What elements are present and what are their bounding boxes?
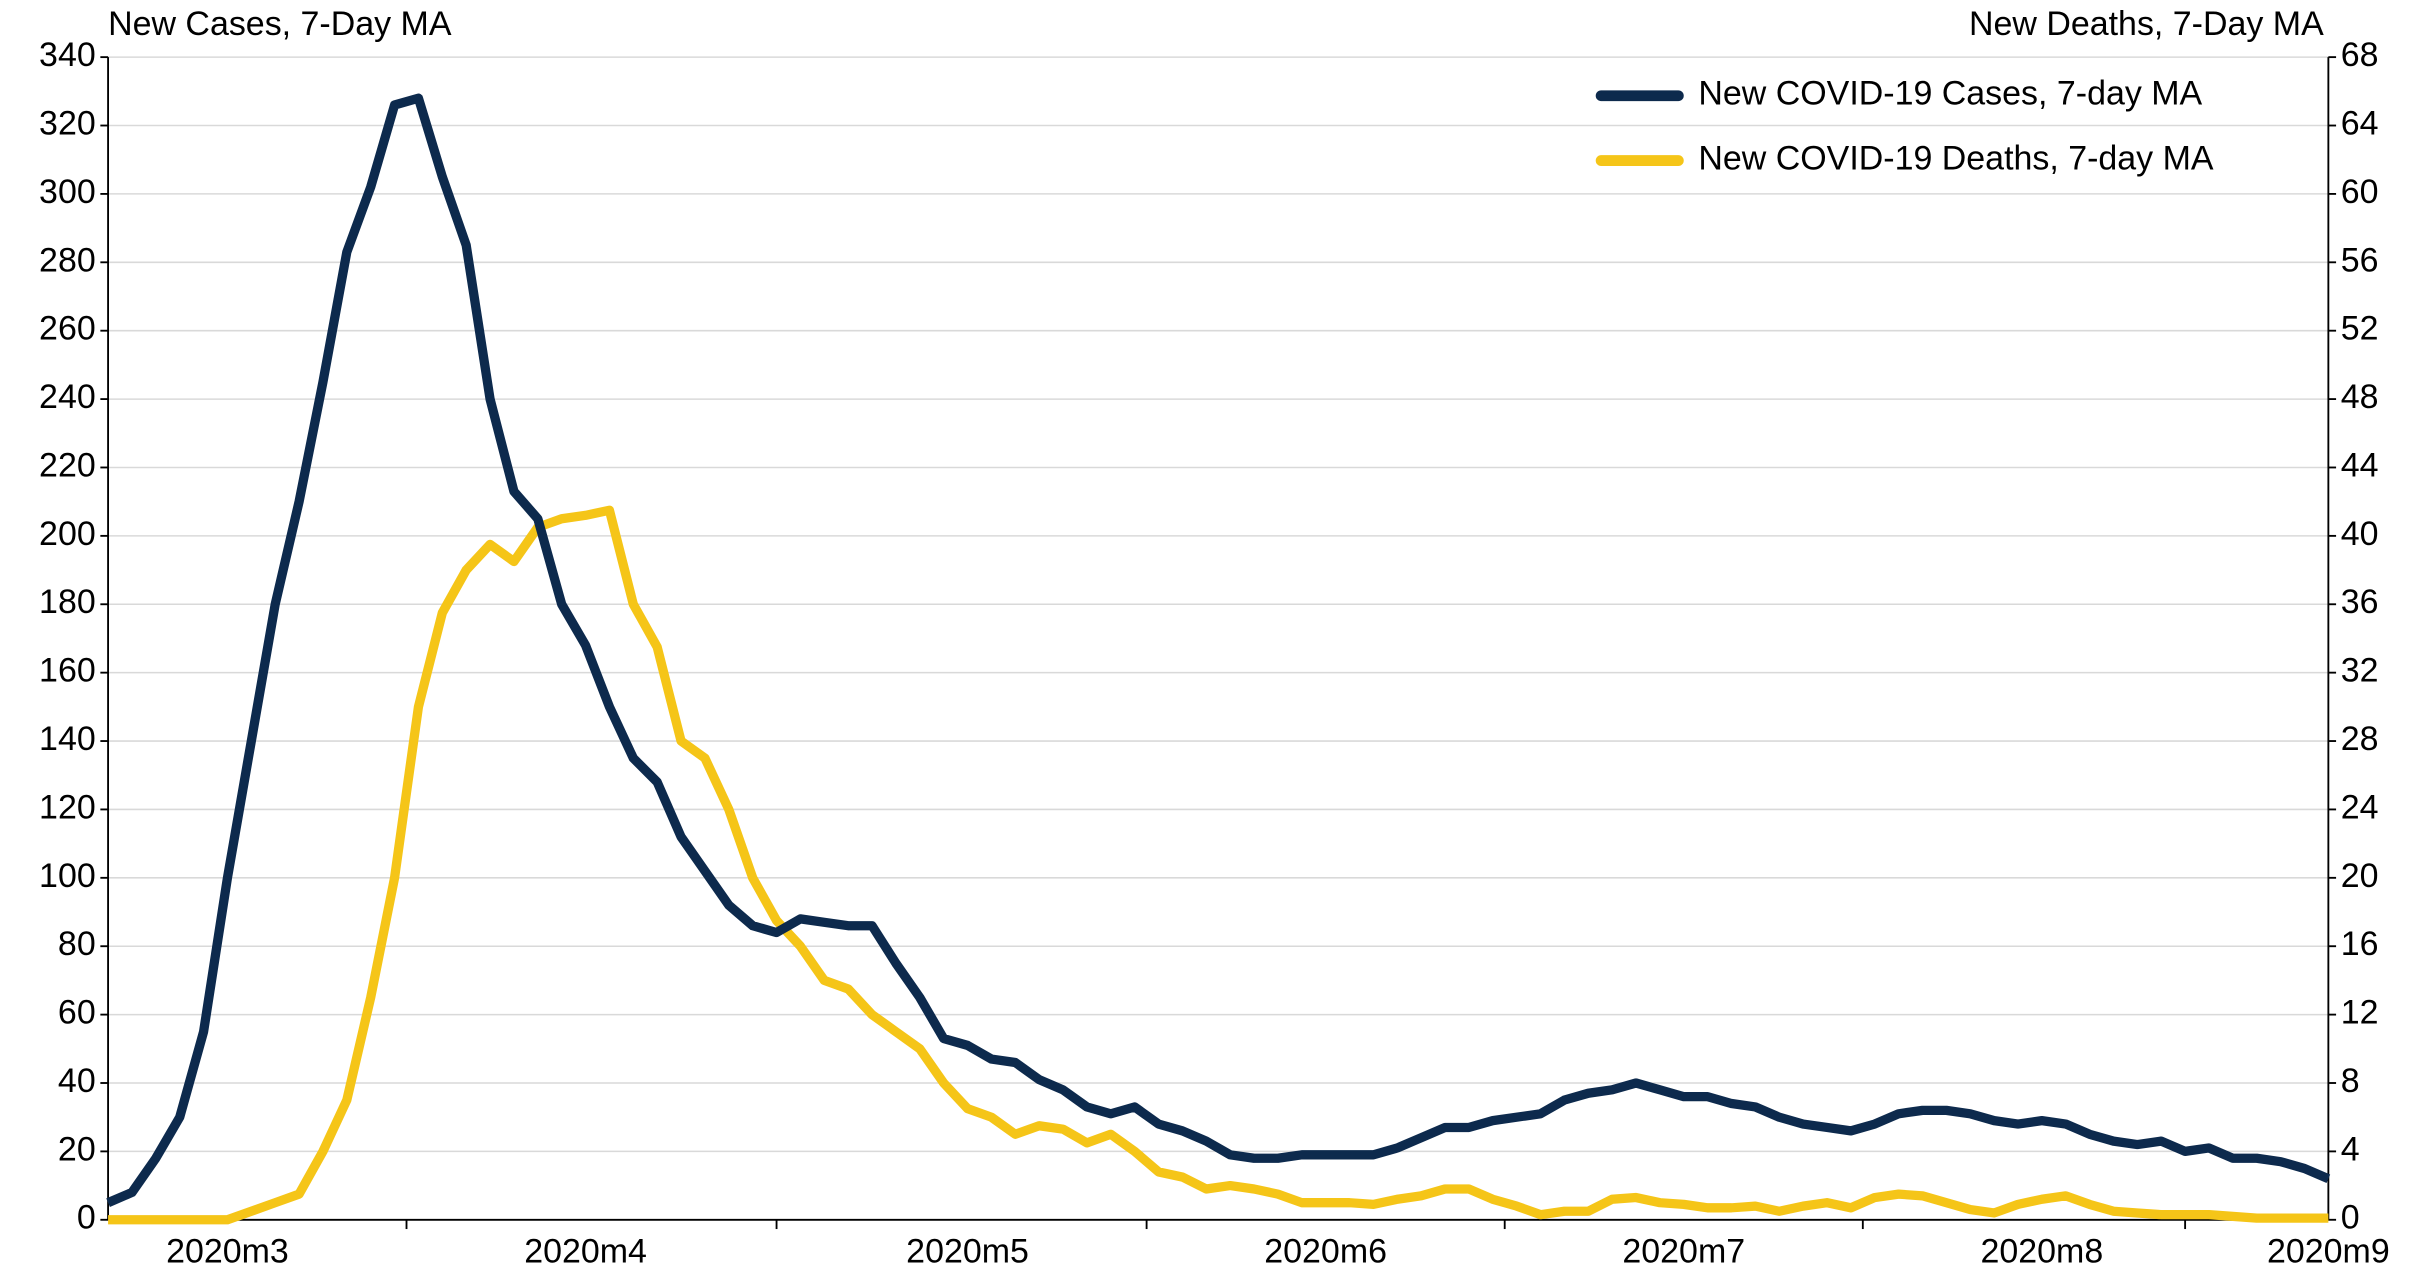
y-axis-title: New Cases, 7-Day MA <box>108 5 452 43</box>
y-tick-label: 20 <box>58 1130 96 1168</box>
y-tick-label: 180 <box>39 583 96 621</box>
y2-tick-label: 32 <box>2341 652 2379 690</box>
series-line <box>106 93 2331 1207</box>
y2-tick-label: 68 <box>2341 36 2379 74</box>
y-tick-label: 200 <box>39 515 96 553</box>
x-tick-label: 2020m4 <box>524 1233 647 1271</box>
y2-tick-label: 44 <box>2341 446 2379 484</box>
y-tick-label: 160 <box>39 652 96 690</box>
legend-label: New COVID-19 Deaths, 7-day MA <box>1698 140 2213 178</box>
y2-tick-label: 48 <box>2341 378 2379 416</box>
y2-tick-label: 4 <box>2341 1130 2360 1168</box>
y2-tick-label: 28 <box>2341 720 2379 758</box>
y-tick-label: 120 <box>39 788 96 826</box>
y-tick-label: 340 <box>39 36 96 74</box>
y2-axis-title: New Deaths, 7-Day MA <box>1969 5 2324 43</box>
y2-tick-label: 8 <box>2341 1062 2360 1100</box>
y-tick-label: 300 <box>39 173 96 211</box>
y-tick-label: 280 <box>39 241 96 279</box>
y2-tick-label: 12 <box>2341 994 2379 1032</box>
x-tick-label: 2020m9 <box>2267 1233 2390 1271</box>
y2-tick-label: 20 <box>2341 857 2379 895</box>
x-tick-label: 2020m6 <box>1264 1233 1387 1271</box>
y-tick-label: 140 <box>39 720 96 758</box>
y2-tick-label: 40 <box>2341 515 2379 553</box>
y-tick-label: 80 <box>58 925 96 963</box>
y-tick-label: 100 <box>39 857 96 895</box>
y-tick-label: 0 <box>77 1199 96 1237</box>
x-tick-label: 2020m3 <box>166 1233 289 1271</box>
legend-label: New COVID-19 Cases, 7-day MA <box>1698 75 2202 113</box>
x-tick-label: 2020m5 <box>906 1233 1029 1271</box>
y-tick-label: 40 <box>58 1062 96 1100</box>
y2-tick-label: 0 <box>2341 1199 2360 1237</box>
y-tick-label: 320 <box>39 104 96 142</box>
y2-tick-label: 24 <box>2341 788 2379 826</box>
y2-tick-label: 36 <box>2341 583 2379 621</box>
y-tick-label: 240 <box>39 378 96 416</box>
y-tick-label: 60 <box>58 994 96 1032</box>
y2-tick-label: 56 <box>2341 241 2379 279</box>
y2-tick-label: 16 <box>2341 925 2379 963</box>
y-tick-label: 260 <box>39 310 96 348</box>
y2-tick-label: 52 <box>2341 310 2379 348</box>
x-tick-label: 2020m7 <box>1622 1233 1745 1271</box>
series-line <box>108 505 2329 1225</box>
y2-tick-label: 64 <box>2341 104 2379 142</box>
y-tick-label: 220 <box>39 446 96 484</box>
y2-tick-label: 60 <box>2341 173 2379 211</box>
x-tick-label: 2020m8 <box>1981 1233 2104 1271</box>
